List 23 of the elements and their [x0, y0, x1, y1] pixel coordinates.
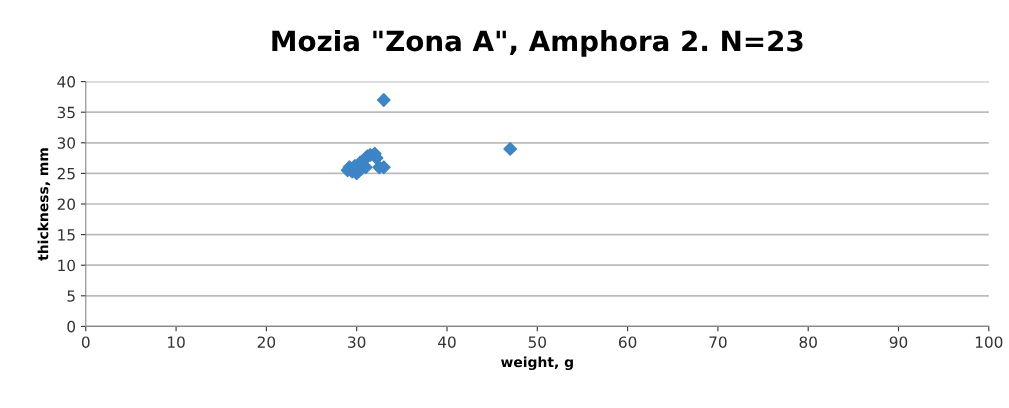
y-tick-label: 35 — [57, 106, 75, 119]
x-axis-title: weight, g — [501, 356, 573, 371]
y-tick-label: 10 — [58, 259, 76, 272]
y-tick-label: 40 — [57, 76, 76, 88]
x-tick-label: 60 — [618, 336, 637, 348]
x-tick-label: 100 — [975, 336, 1003, 348]
y-tick-label: 25 — [57, 167, 75, 180]
y-tick-label: 0 — [67, 320, 76, 333]
x-tick-label: 70 — [709, 336, 727, 348]
x-tick-label: 50 — [528, 336, 546, 348]
y-tick-label: 30 — [57, 137, 76, 149]
y-tick-label: 15 — [58, 229, 75, 241]
x-tick-label: 20 — [257, 336, 276, 348]
x-tick-label: 90 — [889, 336, 908, 348]
chart-title: Mozia "Zona A", Amphora 2. N=23 — [272, 29, 803, 57]
x-tick-label: 10 — [168, 336, 185, 348]
x-tick-label: 40 — [438, 336, 456, 348]
y-axis-title: thickness, mm — [37, 148, 51, 261]
y-tick-label: 20 — [57, 198, 76, 211]
x-tick-label: 0 — [81, 336, 90, 348]
x-tick-label: 30 — [348, 336, 366, 348]
y-tick-label: 5 — [67, 290, 75, 302]
x-tick-label: 80 — [799, 336, 817, 348]
